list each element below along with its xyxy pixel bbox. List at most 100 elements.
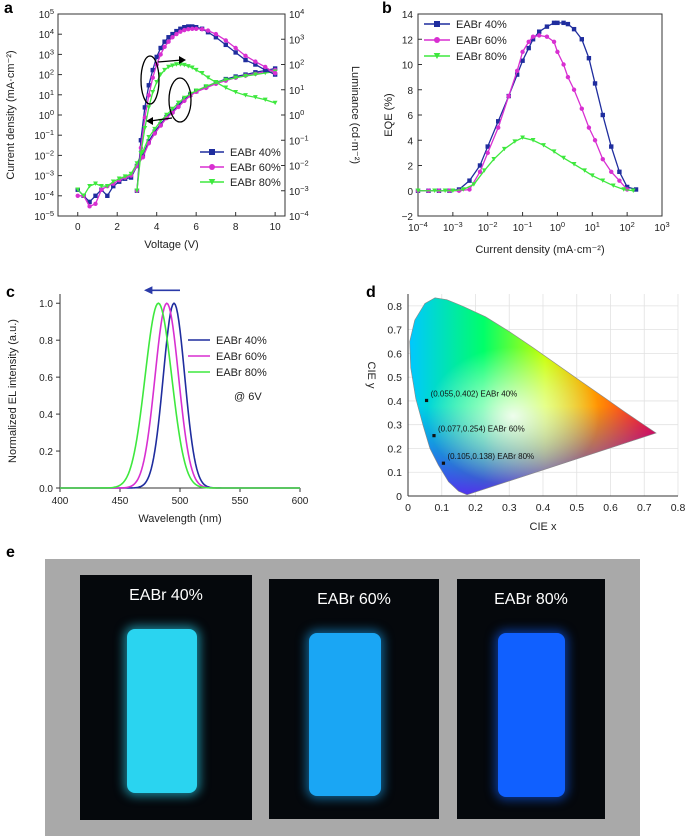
cie-point-label: (0.105,0.138) EABr 80%: [447, 452, 534, 461]
data-point: [263, 67, 268, 73]
data-point: [512, 139, 518, 144]
y-tick-label: 1.0: [39, 299, 53, 310]
data-point: [110, 179, 116, 184]
data-point: [158, 52, 163, 57]
y-tick-label: 12: [402, 35, 414, 46]
data-point: [182, 27, 187, 33]
series-line: [418, 34, 628, 192]
data-point: [190, 24, 195, 29]
y2-tick-label: 101: [289, 83, 304, 97]
y-tick-label: 10−3: [34, 169, 54, 183]
y-tick-label: 8: [407, 86, 413, 97]
data-point: [262, 97, 268, 102]
data-point: [555, 49, 560, 55]
legend-label: EABr 40%: [456, 19, 507, 31]
legend-label: EABr 80%: [216, 367, 267, 379]
data-point: [485, 144, 490, 149]
data-point: [213, 35, 219, 40]
x-tick-label: 2: [114, 222, 120, 233]
y-tick-label: 0.8: [39, 336, 53, 347]
data-point: [586, 125, 592, 130]
data-point: [142, 115, 148, 120]
data-point: [609, 144, 614, 149]
y-tick-label: 0.1: [387, 467, 402, 479]
data-point: [579, 37, 584, 42]
x-tick-label: 400: [52, 496, 69, 507]
data-point: [178, 29, 183, 34]
data-point: [176, 104, 181, 110]
data-point: [174, 28, 179, 34]
device-photo: EABr 80%: [457, 579, 605, 819]
x-tick-label: 0.6: [603, 502, 618, 514]
data-point: [450, 188, 456, 193]
data-point: [175, 100, 181, 106]
y-tick-label: 6: [407, 111, 413, 122]
legend-label: EABr 80%: [230, 177, 281, 189]
data-point: [182, 98, 187, 104]
data-point: [617, 169, 622, 175]
data-point: [193, 26, 199, 31]
data-point: [233, 50, 238, 55]
data-point: [189, 65, 195, 70]
y-tick-label: 0.2: [39, 447, 53, 458]
data-point: [93, 181, 98, 186]
x-tick-label: 0.8: [671, 502, 685, 514]
x-tick-label: 0.4: [536, 502, 551, 514]
data-point: [81, 193, 87, 198]
data-point: [154, 79, 160, 85]
y-tick-label: 10−2: [34, 148, 54, 162]
device-pixel-glow: [127, 629, 197, 793]
x-tick-label: 102: [619, 220, 634, 234]
data-point: [496, 119, 501, 124]
y-tick-label: 101: [39, 88, 54, 102]
data-point: [526, 39, 531, 44]
data-point: [174, 62, 179, 67]
data-point: [481, 168, 487, 173]
data-point: [128, 171, 134, 177]
y-tick-label: 103: [39, 47, 54, 61]
x-tick-label: 10−4: [408, 220, 428, 234]
data-point: [134, 161, 140, 166]
data-point: [586, 55, 592, 61]
data-point: [178, 26, 183, 31]
y-tick-label: 10: [402, 61, 414, 72]
data-point: [142, 105, 148, 110]
chart-b-eqe: 10−4 10−3 10−2 10−1 100 101 102 103 −2 0 2 4 6 8 10 12 1…: [383, 10, 670, 256]
panel-letter-c: c: [6, 284, 15, 301]
x-tick-label: 103: [654, 220, 669, 234]
device-photo: EABr 60%: [269, 579, 439, 819]
data-point: [146, 134, 152, 140]
data-point: [170, 31, 175, 37]
x-tick-label: 10−2: [478, 220, 498, 234]
data-point: [544, 34, 550, 39]
data-point: [485, 150, 490, 156]
x-tick-label: 0: [405, 502, 411, 514]
x-tick-label: 10: [270, 222, 282, 233]
data-point: [243, 53, 248, 59]
data-point: [142, 126, 148, 131]
data-point: [233, 45, 238, 51]
data-point: [579, 106, 584, 111]
legend-label: EABr 60%: [216, 351, 267, 363]
data-point: [166, 64, 171, 70]
data-point: [223, 77, 229, 83]
data-point: [263, 64, 268, 70]
data-point: [138, 151, 144, 156]
data-point: [253, 62, 258, 67]
y2-tick-label: 102: [289, 58, 304, 72]
x-tick-label: 10−3: [443, 220, 463, 234]
legend-label: EABr 60%: [456, 35, 507, 47]
data-point: [551, 20, 557, 26]
data-point: [520, 49, 525, 55]
cie-point-label: (0.055,0.402) EABr 40%: [431, 389, 518, 398]
cie-point: [424, 398, 429, 403]
data-point: [630, 188, 636, 193]
data-point: [565, 21, 571, 27]
panel-letter-a: a: [4, 0, 13, 17]
data-point: [190, 26, 195, 31]
data-point: [208, 179, 216, 185]
data-point: [537, 33, 542, 38]
data-point: [205, 28, 211, 33]
data-point: [158, 45, 163, 51]
annotation-ellipse: [168, 77, 192, 123]
